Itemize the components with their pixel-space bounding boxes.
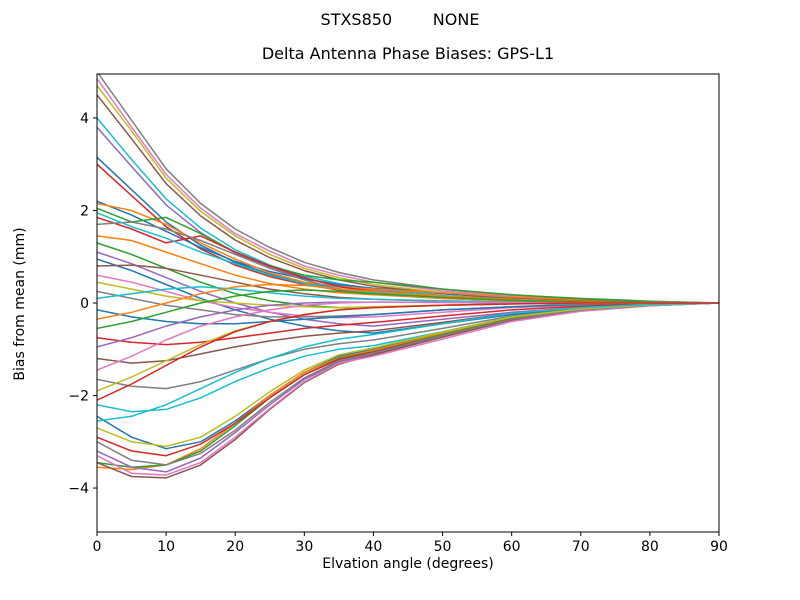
plot-line-L07 — [97, 156, 719, 304]
plot-line-L34 — [97, 302, 719, 450]
x-tick-label: 10 — [157, 539, 175, 555]
x-axis-label: Elvation angle (degrees) — [322, 556, 494, 572]
x-tick-label: 60 — [503, 539, 521, 555]
plot-line-L41 — [97, 302, 719, 466]
plot-line-L36 — [97, 302, 719, 468]
y-tick-label: −2 — [68, 389, 89, 405]
plot-line-L02 — [97, 77, 719, 304]
y-tick-label: −4 — [68, 481, 89, 497]
x-tick-label: 30 — [295, 539, 313, 555]
plot-line-L01 — [97, 74, 719, 304]
x-tick-label: 80 — [641, 539, 659, 555]
plot-line-L11 — [97, 207, 719, 304]
x-tick-label: 0 — [93, 539, 102, 555]
x-tick-label: 50 — [434, 539, 452, 555]
plot-line-L08 — [97, 163, 719, 304]
line-series-group — [97, 74, 719, 479]
y-tick-label: 0 — [80, 296, 89, 312]
x-tick-label: 90 — [710, 539, 728, 555]
plot-line-L06 — [97, 126, 719, 304]
plot-line-L43 — [97, 302, 719, 422]
plot-line-L05 — [97, 117, 719, 304]
y-tick-label: 2 — [80, 203, 89, 219]
plot-line-L03 — [97, 84, 719, 304]
plot-line-L26 — [97, 289, 719, 330]
x-tick-label: 40 — [365, 539, 383, 555]
x-tick-label: 20 — [226, 539, 244, 555]
x-tick-label: 70 — [572, 539, 590, 555]
plot-line-L44 — [97, 302, 719, 401]
plot-line-L40 — [97, 302, 719, 476]
plot-line-L42 — [97, 302, 719, 448]
y-tick-label: 4 — [80, 111, 89, 127]
y-axis-label: Bias from mean (mm) — [12, 227, 28, 381]
axes-title: Delta Antenna Phase Biases: GPS-L1 — [261, 44, 555, 63]
figure-suptitle: STXS850 NONE — [320, 10, 480, 29]
plot-line-L24 — [97, 302, 719, 325]
plot-line-L27 — [97, 302, 719, 346]
